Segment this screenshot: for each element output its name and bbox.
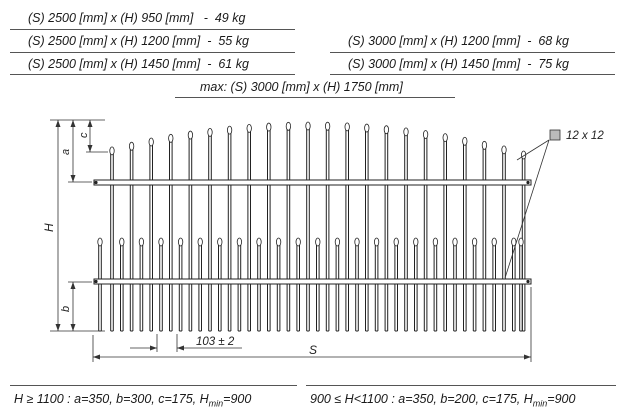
spear-tip xyxy=(481,140,487,150)
spear-tip xyxy=(285,121,291,131)
spear-tip xyxy=(518,237,524,247)
label-a: a xyxy=(60,149,72,155)
footnote-left-sub: min xyxy=(208,398,224,409)
height-dimensions xyxy=(50,119,108,332)
spear-tip xyxy=(227,125,233,135)
spear-tip xyxy=(207,127,213,137)
footnote-divider xyxy=(306,385,616,386)
spear-tip xyxy=(178,237,184,247)
spear-tip xyxy=(334,237,340,247)
footnote-right-main: 900 ≤ H<1100 : a=350, b=200, c=175, H xyxy=(310,392,533,406)
footnote-right-sub: min xyxy=(532,398,548,409)
spec-divider xyxy=(330,52,615,53)
spear-tip xyxy=(501,145,507,155)
spear-tip xyxy=(383,125,389,135)
width-arrow xyxy=(93,354,100,360)
spec-divider xyxy=(10,52,295,53)
label-spacing: 103 ± 2 xyxy=(196,336,235,348)
spear-tip xyxy=(403,127,409,137)
profile-square-icon xyxy=(549,129,561,141)
footnote-divider xyxy=(10,385,297,386)
spec-divider xyxy=(175,97,455,98)
footnote-left-end: =900 xyxy=(223,392,252,406)
spear-tip xyxy=(236,237,242,247)
spear-tip xyxy=(275,237,282,247)
spear-tip xyxy=(119,237,125,247)
spear-tip xyxy=(511,237,517,247)
spear-tip xyxy=(471,237,478,247)
footnote-right: 900 ≤ H<1100 : a=350, b=200, c=175, Hmin… xyxy=(310,390,575,413)
spear-tip xyxy=(452,237,458,247)
spec-right-2: (S) 3000 [mm] x (H) 1450 [mm] - 75 kg xyxy=(348,57,569,71)
spacing-arrow xyxy=(150,345,157,351)
spear-tip xyxy=(422,130,429,139)
fence-drawing: a c H b 103 ± 2 S 12 x 12 xyxy=(42,119,604,362)
spec-left-2: (S) 2500 [mm] x (H) 1200 [mm] - 55 kg xyxy=(28,34,249,48)
spear-tip xyxy=(432,237,438,247)
spec-max: max: (S) 3000 [mm] x (H) 1750 [mm] xyxy=(200,80,403,94)
spear-tip xyxy=(373,237,380,247)
fence-bars xyxy=(98,129,526,332)
spear-tip xyxy=(491,237,497,247)
spear-tip xyxy=(246,123,252,133)
spear-tip xyxy=(315,237,321,247)
spear-tip xyxy=(442,133,448,143)
spear-tip xyxy=(324,121,331,131)
spear-tip xyxy=(129,141,135,151)
spear-tip xyxy=(462,136,468,146)
spear-tip xyxy=(344,122,350,132)
rail-end-dot xyxy=(526,279,530,284)
label-profile: 12 x 12 xyxy=(566,130,604,142)
spear-tip xyxy=(197,237,203,247)
footnote-right-end: =900 xyxy=(547,392,576,406)
width-arrow xyxy=(524,354,531,360)
spec-left-1: (S) 2500 [mm] x (H) 950 [mm] - 49 kg xyxy=(28,11,246,25)
rail-end-dot xyxy=(94,279,98,284)
spear-tip xyxy=(393,237,399,247)
dimension-arrows xyxy=(55,120,93,331)
label-b: b xyxy=(60,306,72,312)
spec-left-3: (S) 2500 [mm] x (H) 1450 [mm] - 61 kg xyxy=(28,57,249,71)
spear-tip xyxy=(266,122,272,132)
spear-tip xyxy=(148,137,154,147)
spear-tip xyxy=(256,237,262,247)
spear-tip xyxy=(354,237,360,247)
label-c: c xyxy=(78,132,90,138)
label-H: H xyxy=(42,223,56,232)
spacing-dimension xyxy=(130,334,242,352)
bar-tips xyxy=(97,121,527,247)
spec-divider xyxy=(330,74,615,75)
spec-divider xyxy=(10,29,295,30)
spear-tip xyxy=(158,237,164,247)
footnote-left: H ≥ 1100 : a=350, b=300, c=175, Hmin=900 xyxy=(14,390,251,413)
rail-end-dot xyxy=(526,180,530,185)
spear-tip xyxy=(138,237,144,247)
spacing-arrow xyxy=(177,345,184,351)
width-dimension xyxy=(92,287,532,362)
label-S: S xyxy=(309,343,317,357)
profile-callout xyxy=(504,139,550,279)
spear-tip xyxy=(364,123,370,133)
spear-tip xyxy=(305,121,311,131)
lower-rail xyxy=(93,278,532,285)
spear-tip xyxy=(109,146,115,156)
spec-right-1: (S) 3000 [mm] x (H) 1200 [mm] - 68 kg xyxy=(348,34,569,48)
spear-tip xyxy=(168,133,174,143)
spear-tip xyxy=(217,237,223,247)
upper-rail xyxy=(93,179,532,186)
spear-tip xyxy=(295,237,301,247)
spear-tip xyxy=(97,237,103,247)
spear-tip xyxy=(413,237,419,247)
spec-divider xyxy=(10,74,295,75)
rail-end-dot xyxy=(94,180,98,185)
footnote-left-main: H ≥ 1100 : a=350, b=300, c=175, H xyxy=(14,392,209,406)
spear-tip xyxy=(187,130,193,140)
